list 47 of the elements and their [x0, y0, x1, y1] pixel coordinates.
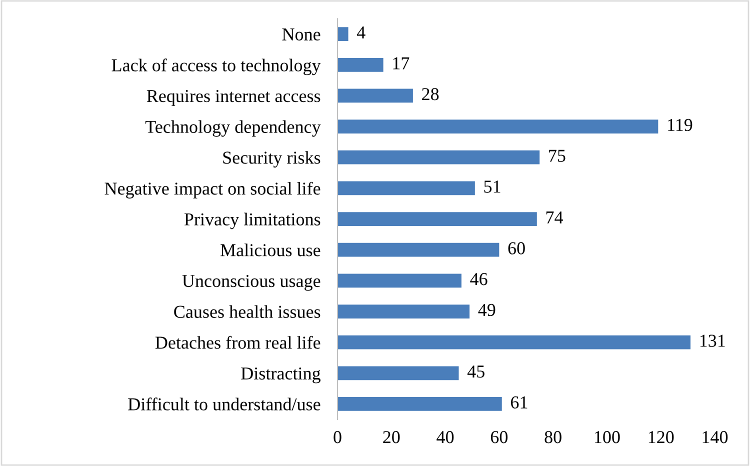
bar [338, 366, 459, 380]
bar [338, 397, 502, 411]
data-label: 119 [668, 118, 692, 132]
x-tick-label: 120 [648, 431, 674, 444]
bar [338, 242, 500, 257]
bar [338, 335, 690, 350]
y-tick-label: Requires internet access [146, 90, 320, 106]
y-tick-label: Lack of access to technology [112, 58, 321, 76]
x-tick-label: 20 [383, 431, 400, 444]
bar [338, 212, 537, 226]
bar [338, 150, 540, 164]
y-tick-label: Technology dependency [145, 120, 321, 137]
data-label: 49 [478, 304, 496, 316]
data-label: 51 [484, 180, 500, 193]
bar [338, 181, 475, 196]
y-tick-label: Negative impact on social life [104, 182, 320, 198]
x-tick-label: 60 [490, 431, 508, 444]
bar [338, 120, 658, 134]
bar [338, 304, 470, 318]
bar [338, 27, 348, 41]
data-label: 61 [510, 396, 528, 409]
x-tick-label: 100 [595, 431, 620, 444]
y-tick-label: Difficult to understand/use [128, 398, 320, 410]
y-tick-label: Security risks [223, 151, 320, 168]
data-label: 17 [393, 57, 410, 70]
data-label: 4 [356, 26, 366, 38]
data-label: 131 [700, 334, 725, 347]
y-tick-label: Distracting [241, 367, 320, 384]
data-label: 74 [546, 211, 564, 224]
data-label: 60 [508, 242, 525, 254]
bar [338, 58, 384, 72]
y-tick-label: Unconscious usage [182, 274, 320, 291]
data-label: 45 [467, 366, 484, 378]
y-tick-label: Detaches from real life [155, 336, 320, 349]
y-tick-label: Malicious use [220, 244, 320, 256]
bar [338, 88, 413, 103]
x-tick-label: 0 [334, 431, 342, 444]
data-label: 75 [549, 150, 566, 162]
y-tick-label: Privacy limitations [184, 212, 320, 230]
y-tick-label: Causes health issues [174, 305, 320, 318]
x-tick-label: 140 [702, 431, 728, 444]
bar [338, 274, 462, 288]
y-tick-label: None [282, 28, 320, 40]
data-label: 28 [422, 88, 439, 100]
data-label: 46 [470, 273, 488, 286]
x-tick-label: 40 [436, 431, 454, 444]
x-tick-label: 80 [544, 431, 562, 444]
